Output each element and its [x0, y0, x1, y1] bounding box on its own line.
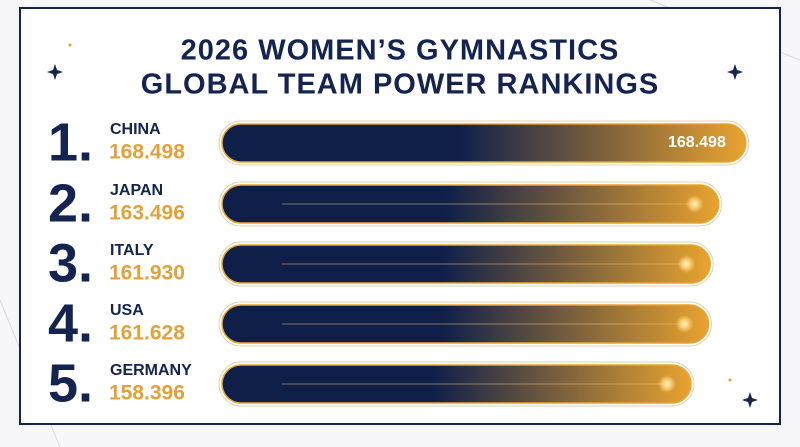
rank-number: 2.: [48, 173, 93, 233]
rows: 1. CHINA 168.498 168.498 2. JAPAN 163.496 3. ITA…: [48, 112, 750, 413]
bar-value-label: 168.498: [668, 134, 726, 151]
country-name: CHINA: [110, 121, 161, 138]
bar-glow: [685, 195, 704, 213]
team-score: 168.498: [109, 141, 185, 164]
star-icon: [742, 392, 758, 408]
title-line: 2026 WOMEN’S GYMNASTICS: [181, 35, 620, 67]
star-icon: [727, 64, 743, 80]
rank-number: 5.: [48, 353, 93, 413]
bar-glow: [675, 315, 694, 333]
country-name: ITALY: [110, 242, 154, 259]
bar-glow: [677, 255, 696, 273]
rank-number: 1.: [48, 112, 93, 172]
team-score: 161.628: [109, 322, 185, 345]
country-name: JAPAN: [110, 182, 163, 199]
star-icon: [47, 64, 63, 80]
country-name: GERMANY: [110, 362, 192, 379]
title-line: GLOBAL TEAM POWER RANKINGS: [141, 69, 659, 101]
bar: [221, 123, 747, 163]
country-name: USA: [110, 302, 144, 319]
rank-number: 4.: [48, 293, 93, 353]
bar-glow: [658, 375, 677, 393]
team-score: 158.396: [109, 382, 185, 405]
team-score: 163.496: [109, 202, 185, 225]
dot-decor: [728, 378, 732, 382]
dot-decor: [68, 43, 72, 47]
team-score: 161.930: [109, 262, 185, 285]
rank-number: 3.: [48, 233, 93, 293]
